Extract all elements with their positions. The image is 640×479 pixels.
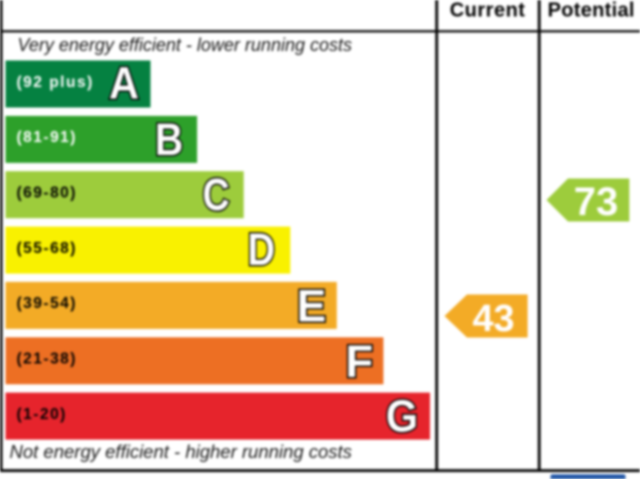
svg-text:43: 43 bbox=[472, 298, 514, 340]
svg-text:(81-91): (81-91) bbox=[17, 129, 77, 146]
svg-text:F: F bbox=[345, 336, 373, 387]
svg-text:Very energy efficient - lower: Very energy efficient - lower running co… bbox=[18, 35, 353, 55]
svg-text:C: C bbox=[203, 168, 230, 219]
svg-text:B: B bbox=[155, 114, 183, 164]
svg-text:Current: Current bbox=[450, 0, 526, 22]
svg-text:D: D bbox=[248, 224, 276, 275]
svg-text:(55-68): (55-68) bbox=[17, 240, 77, 257]
svg-text:(92 plus): (92 plus) bbox=[17, 74, 94, 91]
svg-text:A: A bbox=[109, 59, 139, 109]
svg-text:Not energy efficient - higher: Not energy efficient - higher running co… bbox=[10, 441, 352, 462]
svg-text:E: E bbox=[297, 280, 326, 332]
svg-text:G: G bbox=[386, 392, 418, 442]
svg-text:73: 73 bbox=[574, 180, 619, 224]
svg-text:(69-80): (69-80) bbox=[17, 185, 77, 202]
svg-text:(21-38): (21-38) bbox=[17, 351, 77, 368]
svg-text:(39-54): (39-54) bbox=[17, 295, 77, 312]
svg-text:(1-20): (1-20) bbox=[17, 406, 67, 423]
svg-text:Potential: Potential bbox=[548, 0, 635, 22]
